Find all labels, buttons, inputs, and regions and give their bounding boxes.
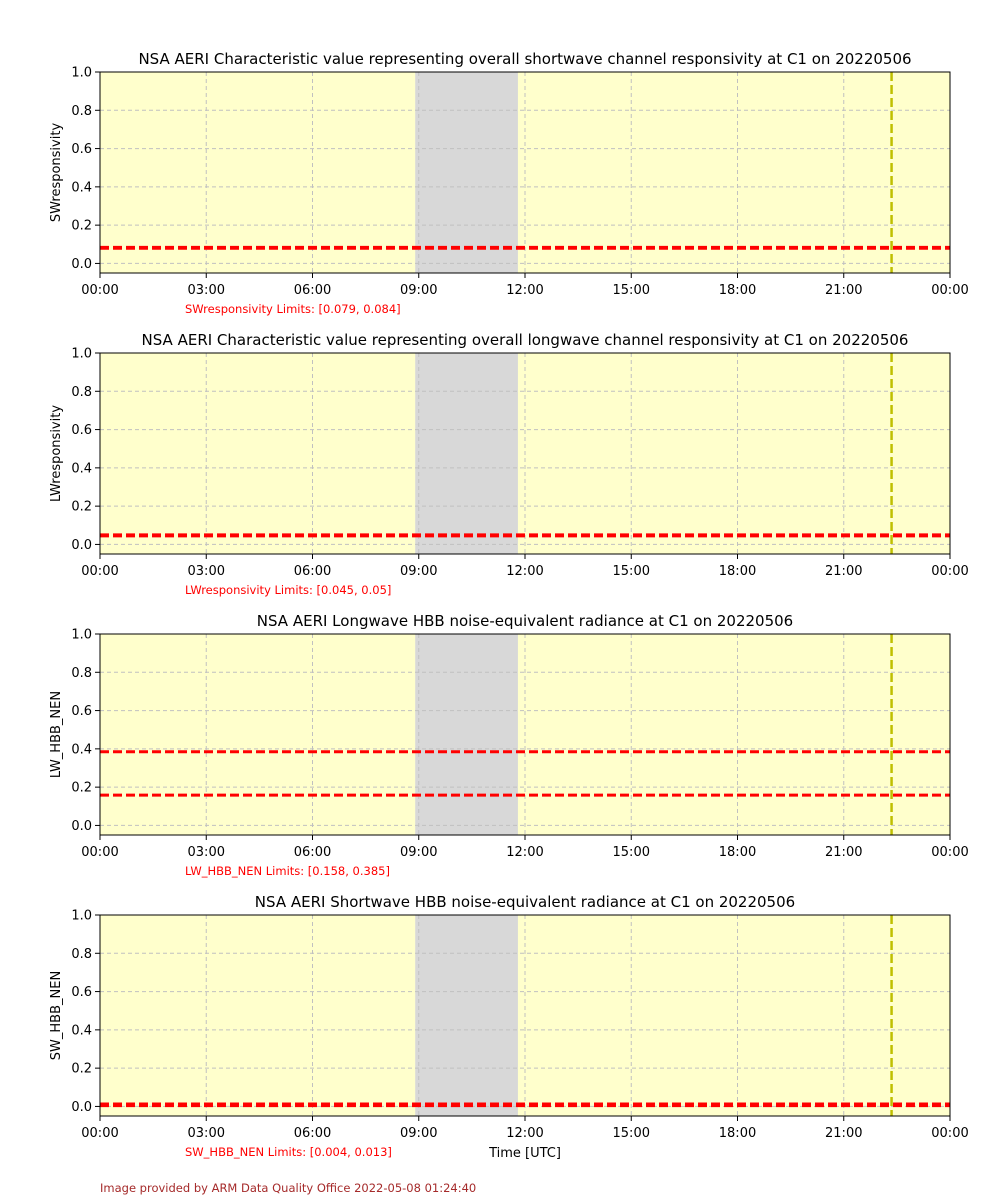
x-tick-label: 00:00 xyxy=(931,845,968,860)
chart-title: NSA AERI Characteristic value representi… xyxy=(142,331,909,349)
x-tick-label: 15:00 xyxy=(613,283,650,298)
y-tick-label: 0.2 xyxy=(71,1062,92,1077)
y-tick-label: 0.8 xyxy=(71,666,92,681)
y-tick-label: 0.0 xyxy=(71,257,92,272)
y-tick-label: 0.4 xyxy=(71,1023,92,1038)
x-tick-label: 06:00 xyxy=(294,845,331,860)
chart-title: NSA AERI Characteristic value representi… xyxy=(138,50,911,68)
x-tick-label: 09:00 xyxy=(400,283,437,298)
x-tick-label: 03:00 xyxy=(188,564,225,579)
chart-title: NSA AERI Longwave HBB noise-equivalent r… xyxy=(257,612,793,630)
chart-panel-2: 0.0 0.2 0.4 0.6 0.8 1.0 00:00 03:00 06:00 09:00 12… xyxy=(49,331,969,597)
y-tick-label: 0.8 xyxy=(71,947,92,962)
x-tick-label: 18:00 xyxy=(719,283,756,298)
y-axis-label: SW_HBB_NEN xyxy=(49,971,64,1060)
x-tick-label: 18:00 xyxy=(719,845,756,860)
y-tick-label: 1.0 xyxy=(71,909,92,924)
x-tick-label: 15:00 xyxy=(613,564,650,579)
missing-data-span xyxy=(415,915,518,1116)
limits-annotation: SW_HBB_NEN Limits: [0.004, 0.013] xyxy=(185,1145,392,1159)
x-axis-label: Time [UTC] xyxy=(488,1146,561,1161)
chart-panel-4: 0.0 0.2 0.4 0.6 0.8 1.0 00:00 03:00 06:00 09:00 12… xyxy=(49,893,969,1161)
x-tick-label: 00:00 xyxy=(931,1126,968,1141)
y-tick-label: 0.6 xyxy=(71,985,92,1000)
x-tick-label: 00:00 xyxy=(931,564,968,579)
limits-annotation: LW_HBB_NEN Limits: [0.158, 0.385] xyxy=(185,864,390,878)
y-tick-label: 1.0 xyxy=(71,66,92,81)
x-tick-label: 03:00 xyxy=(188,1126,225,1141)
x-tick-label: 09:00 xyxy=(400,845,437,860)
y-axis-label: LW_HBB_NEN xyxy=(49,691,64,778)
x-tick-label: 00:00 xyxy=(81,845,118,860)
x-tick-label: 12:00 xyxy=(506,845,543,860)
y-tick-label: 0.4 xyxy=(71,461,92,476)
x-tick-label: 03:00 xyxy=(188,283,225,298)
y-tick-label: 1.0 xyxy=(71,628,92,643)
y-tick-label: 0.8 xyxy=(71,104,92,119)
y-tick-label: 0.4 xyxy=(71,742,92,757)
y-axis-label: SWresponsivity xyxy=(49,123,64,223)
x-tick-label: 15:00 xyxy=(613,845,650,860)
y-tick-label: 0.6 xyxy=(71,142,92,157)
y-tick-label: 0.8 xyxy=(71,385,92,400)
x-tick-label: 21:00 xyxy=(825,1126,862,1141)
x-tick-label: 06:00 xyxy=(294,1126,331,1141)
y-tick-label: 0.2 xyxy=(71,781,92,796)
x-tick-label: 12:00 xyxy=(506,1126,543,1141)
x-tick-label: 00:00 xyxy=(81,1126,118,1141)
y-tick-label: 0.0 xyxy=(71,819,92,834)
x-tick-label: 18:00 xyxy=(719,564,756,579)
x-tick-label: 00:00 xyxy=(931,283,968,298)
chart-panel-3: 0.0 0.2 0.4 0.6 0.8 1.0 00:00 03:00 06:00 09:00 12… xyxy=(49,612,969,878)
x-tick-label: 00:00 xyxy=(81,283,118,298)
missing-data-span xyxy=(415,353,518,554)
y-tick-label: 1.0 xyxy=(71,347,92,362)
x-tick-label: 21:00 xyxy=(825,845,862,860)
limits-annotation: LWresponsivity Limits: [0.045, 0.05] xyxy=(185,583,391,597)
chart-title: NSA AERI Shortwave HBB noise-equivalent … xyxy=(255,893,795,911)
x-tick-label: 12:00 xyxy=(506,564,543,579)
x-tick-label: 18:00 xyxy=(719,1126,756,1141)
y-tick-label: 0.6 xyxy=(71,704,92,719)
x-tick-label: 03:00 xyxy=(188,845,225,860)
x-tick-label: 09:00 xyxy=(400,564,437,579)
y-tick-label: 0.0 xyxy=(71,1100,92,1115)
x-tick-label: 00:00 xyxy=(81,564,118,579)
missing-data-span xyxy=(415,72,518,273)
x-tick-label: 09:00 xyxy=(400,1126,437,1141)
footer-credit: Image provided by ARM Data Quality Offic… xyxy=(100,1181,476,1195)
y-tick-label: 0.4 xyxy=(71,180,92,195)
y-tick-label: 0.6 xyxy=(71,423,92,438)
x-tick-label: 21:00 xyxy=(825,283,862,298)
y-axis-label: LWresponsivity xyxy=(49,405,64,502)
x-tick-label: 06:00 xyxy=(294,283,331,298)
x-tick-label: 12:00 xyxy=(506,283,543,298)
chart-panel-1: 0.0 0.2 0.4 0.6 0.8 1.0 00:00 03:00 06:00 09:00 12… xyxy=(49,50,969,316)
y-tick-label: 0.2 xyxy=(71,500,92,515)
missing-data-span xyxy=(415,634,518,835)
y-tick-label: 0.0 xyxy=(71,538,92,553)
x-tick-label: 15:00 xyxy=(613,1126,650,1141)
y-tick-label: 0.2 xyxy=(71,219,92,234)
limits-annotation: SWresponsivity Limits: [0.079, 0.084] xyxy=(185,302,401,316)
x-tick-label: 06:00 xyxy=(294,564,331,579)
x-tick-label: 21:00 xyxy=(825,564,862,579)
